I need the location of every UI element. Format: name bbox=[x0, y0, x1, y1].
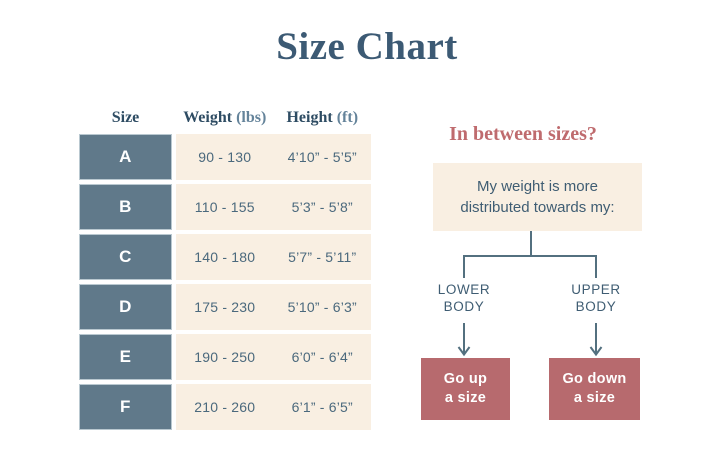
size-cell: B bbox=[79, 184, 172, 230]
question-box: My weight is more distributed towards my… bbox=[433, 163, 642, 231]
table-row: A 90 - 130 4’10” - 5’5” bbox=[79, 134, 371, 180]
weight-cell: 140 - 180 bbox=[194, 249, 256, 265]
weight-cell: 90 - 130 bbox=[198, 149, 252, 165]
height-cell: 4’10” - 5’5” bbox=[287, 149, 357, 165]
table-row: F 210 - 260 6’1” - 6’5” bbox=[79, 384, 371, 430]
size-table-body: A 90 - 130 4’10” - 5’5” B 110 - 155 5’3”… bbox=[79, 134, 371, 430]
height-cell: 5’7” - 5’11” bbox=[288, 249, 357, 265]
weight-cell: 175 - 230 bbox=[194, 299, 256, 315]
page-title: Size Chart bbox=[276, 25, 458, 68]
height-cell: 5’10” - 6’3” bbox=[287, 299, 357, 315]
row-values: 210 - 260 6’1” - 6’5” bbox=[176, 384, 371, 430]
col-header-weight-label: Weight bbox=[183, 109, 233, 126]
branch-label-upper-body: UPPER BODY bbox=[571, 282, 621, 314]
height-cell: 6’0” - 6’4” bbox=[291, 349, 353, 365]
flow-connector-tree bbox=[457, 231, 603, 357]
row-values: 110 - 155 5’3” - 5’8” bbox=[176, 184, 371, 230]
size-cell: A bbox=[79, 134, 172, 180]
height-cell: 6’1” - 6’5” bbox=[291, 399, 353, 415]
size-table-header: Size Weight (lbs) Height (ft) bbox=[79, 102, 371, 134]
weight-cell: 110 - 155 bbox=[194, 199, 255, 215]
col-header-weight: Weight (lbs) bbox=[176, 109, 274, 127]
branch-label-lower-body: LOWER BODY bbox=[437, 282, 491, 314]
fit-guide-heading: In between sizes? bbox=[449, 123, 597, 145]
col-header-height: Height (ft) bbox=[274, 109, 372, 127]
col-header-height-unit: (ft) bbox=[336, 109, 359, 126]
table-row: B 110 - 155 5’3” - 5’8” bbox=[79, 184, 371, 230]
col-header-height-label: Height bbox=[286, 109, 333, 126]
down-arrow-icon bbox=[457, 323, 471, 357]
size-cell: D bbox=[79, 284, 172, 330]
row-values: 90 - 130 4’10” - 5’5” bbox=[176, 134, 371, 180]
go-up-a-size-box: Go up a size bbox=[421, 358, 510, 420]
weight-cell: 210 - 260 bbox=[194, 399, 256, 415]
go-down-a-size-box: Go down a size bbox=[549, 358, 640, 420]
table-row: E 190 - 250 6’0” - 6’4” bbox=[79, 334, 371, 380]
row-values: 175 - 230 5’10” - 6’3” bbox=[176, 284, 371, 330]
table-row: D 175 - 230 5’10” - 6’3” bbox=[79, 284, 371, 330]
branch-line bbox=[463, 255, 597, 278]
size-cell: C bbox=[79, 234, 172, 280]
row-values: 190 - 250 6’0” - 6’4” bbox=[176, 334, 371, 380]
height-cell: 5’3” - 5’8” bbox=[291, 199, 353, 215]
size-cell: E bbox=[79, 334, 172, 380]
table-row: C 140 - 180 5’7” - 5’11” bbox=[79, 234, 371, 280]
weight-cell: 190 - 250 bbox=[194, 349, 256, 365]
row-values: 140 - 180 5’7” - 5’11” bbox=[176, 234, 371, 280]
col-header-weight-unit: (lbs) bbox=[236, 109, 267, 126]
col-header-size: Size bbox=[111, 109, 140, 126]
size-table: Size Weight (lbs) Height (ft) A 90 - 130… bbox=[79, 102, 371, 434]
down-arrow-icon bbox=[589, 323, 603, 357]
size-cell: F bbox=[79, 384, 172, 430]
